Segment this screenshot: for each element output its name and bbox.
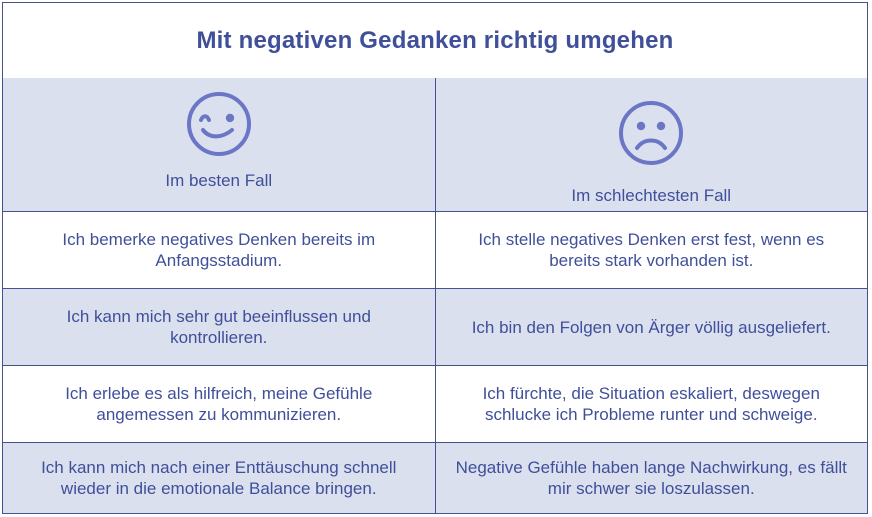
best-case-cell: Ich bemerke negatives Denken bereits im … — [62, 230, 376, 270]
header-row: Im besten Fall Im schlechtesten Fall — [3, 78, 867, 212]
table-row: Ich erlebe es als hilfreich, meine Gefüh… — [3, 366, 867, 443]
sad-face-icon — [617, 99, 685, 167]
best-case-cell: Ich erlebe es als hilfreich, meine Gefüh… — [65, 384, 373, 424]
page-title: Mit negativen Gedanken richtig umgehen — [196, 26, 674, 54]
table-row: Ich kann mich nach einer Enttäuschung sc… — [3, 443, 867, 513]
best-case-cell: Ich kann mich sehr gut beeinflussen und … — [66, 307, 371, 347]
worst-case-header: Im schlechtesten Fall — [434, 78, 868, 211]
winking-smiley-icon — [185, 90, 253, 158]
table-row: Ich kann mich sehr gut beeinflussen und … — [3, 289, 867, 366]
best-case-label: Im besten Fall — [165, 171, 273, 190]
worst-case-cell: Negative Gefühle haben lange Nachwirkung… — [434, 443, 868, 513]
worst-case-cell: Ich stelle negatives Denken erst fest, w… — [434, 212, 868, 288]
best-case-cell: Ich kann mich nach einer Enttäuschung sc… — [41, 458, 397, 498]
worst-case-label: Im schlechtesten Fall — [571, 186, 732, 205]
table-row: Ich bemerke negatives Denken bereits im … — [3, 212, 867, 289]
best-case-header: Im besten Fall — [3, 78, 435, 211]
worst-case-cell: Ich bin den Folgen von Ärger völlig ausg… — [434, 289, 868, 365]
title-row: Mit negativen Gedanken richtig umgehen — [3, 3, 867, 79]
worst-case-cell: Ich fürchte, die Situation eskaliert, de… — [434, 366, 868, 442]
